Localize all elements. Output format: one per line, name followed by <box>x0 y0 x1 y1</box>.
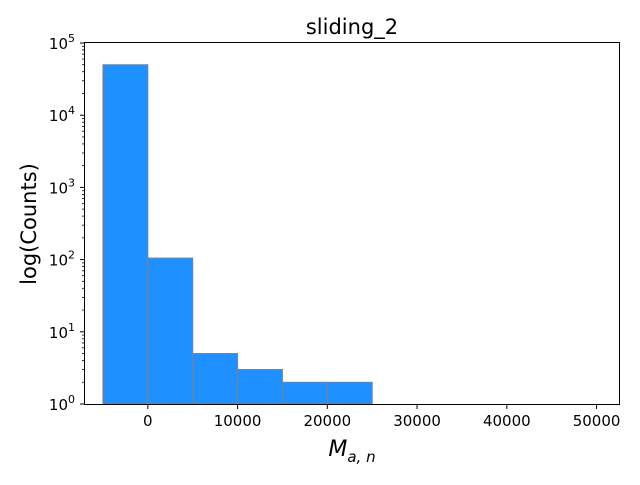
chart-title: sliding_2 <box>306 15 398 40</box>
y-tick-label: 102 <box>49 249 75 270</box>
histogram-bar <box>237 369 283 405</box>
x-axis-label-main: M <box>328 437 347 462</box>
histogram-bar <box>281 381 328 405</box>
histogram-bar <box>192 353 239 405</box>
bars-group <box>102 64 373 405</box>
histogram-bar <box>147 257 194 405</box>
x-tick-label: 0 <box>143 412 153 430</box>
x-tick-label: 10000 <box>214 412 262 430</box>
y-tick-label: 103 <box>49 176 75 197</box>
plot-frame <box>84 42 620 405</box>
y-tick-label: 101 <box>49 321 75 342</box>
y-tick-label: 100 <box>49 393 75 414</box>
x-axis-label: Ma, n <box>328 437 375 466</box>
y-tick-label: 104 <box>49 104 75 125</box>
x-tick-label: 30000 <box>393 412 441 430</box>
x-axis-ticks: 0 10000 20000 30000 40000 50000 <box>143 404 620 430</box>
x-axis-label-subscript: a, n <box>347 448 375 466</box>
y-tick-label: 105 <box>49 32 75 53</box>
histogram-bar <box>326 381 373 405</box>
y-axis-label: log(Counts) <box>17 163 41 285</box>
y-axis-ticks: 100 101 102 103 104 105 <box>49 32 85 414</box>
x-tick-label: 20000 <box>303 412 351 430</box>
histogram-bar <box>102 64 149 405</box>
x-tick-label: 50000 <box>573 412 621 430</box>
x-tick-label: 40000 <box>483 412 531 430</box>
